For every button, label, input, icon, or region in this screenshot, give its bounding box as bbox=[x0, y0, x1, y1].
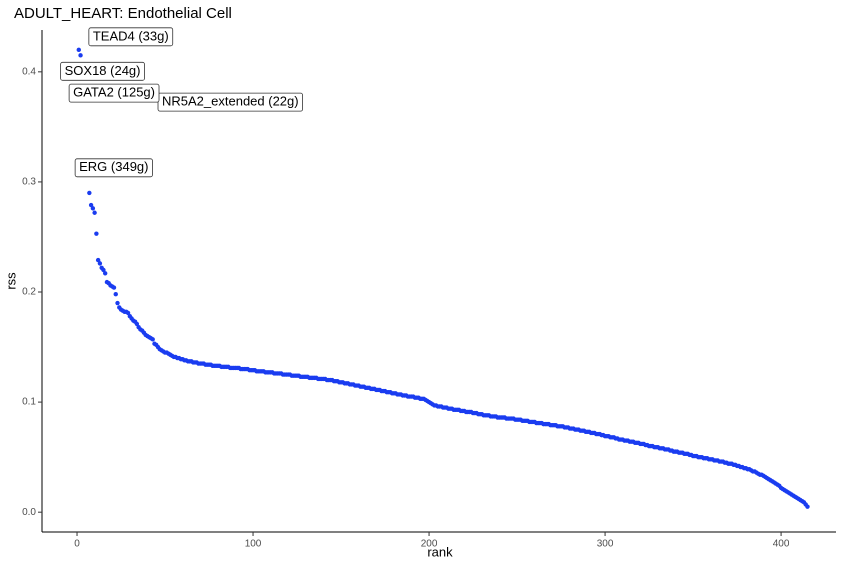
y-tick-label: 0.2 bbox=[22, 287, 36, 298]
annotation-label: NR5A2_extended (22g) bbox=[162, 94, 299, 109]
x-tick-label: 400 bbox=[773, 539, 790, 550]
annotation-box bbox=[68, 83, 160, 103]
x-tick-label: 300 bbox=[597, 539, 614, 550]
point bbox=[125, 310, 131, 316]
annotation-label: GATA2 (125g) bbox=[73, 85, 155, 100]
annotation-label: SOX18 (24g) bbox=[65, 63, 141, 78]
point bbox=[111, 285, 117, 290]
point bbox=[88, 202, 94, 208]
point bbox=[90, 206, 96, 211]
y-tick-label: 0.4 bbox=[22, 66, 36, 77]
point bbox=[97, 261, 103, 266]
annotation-label: ERG (349g) bbox=[79, 159, 148, 174]
x-tick-label: 200 bbox=[421, 539, 438, 550]
y-axis-label: rss bbox=[3, 272, 18, 290]
point bbox=[115, 300, 120, 306]
annotation-label: TEAD4 (33g) bbox=[93, 28, 169, 43]
point bbox=[805, 504, 810, 509]
point bbox=[102, 271, 108, 276]
annotation-box bbox=[60, 61, 145, 81]
point bbox=[95, 257, 101, 263]
y-tick-label: 0.0 bbox=[22, 507, 36, 518]
point bbox=[78, 53, 83, 58]
point bbox=[92, 210, 97, 215]
point bbox=[94, 231, 99, 236]
annotation-box bbox=[74, 158, 153, 178]
x-axis-label: rank bbox=[427, 544, 453, 559]
x-tick-label: 100 bbox=[245, 539, 262, 550]
y-tick-label: 0.3 bbox=[22, 177, 36, 188]
y-tick-label: 0.1 bbox=[22, 397, 36, 408]
chart-title: ADULT_HEART: Endothelial Cell bbox=[14, 5, 232, 22]
x-tick-label: 0 bbox=[74, 539, 80, 550]
annotation-box bbox=[88, 27, 174, 47]
point bbox=[87, 190, 92, 196]
point bbox=[150, 337, 155, 342]
point bbox=[134, 321, 140, 327]
point bbox=[101, 267, 106, 273]
point bbox=[113, 292, 118, 297]
point bbox=[76, 47, 81, 53]
